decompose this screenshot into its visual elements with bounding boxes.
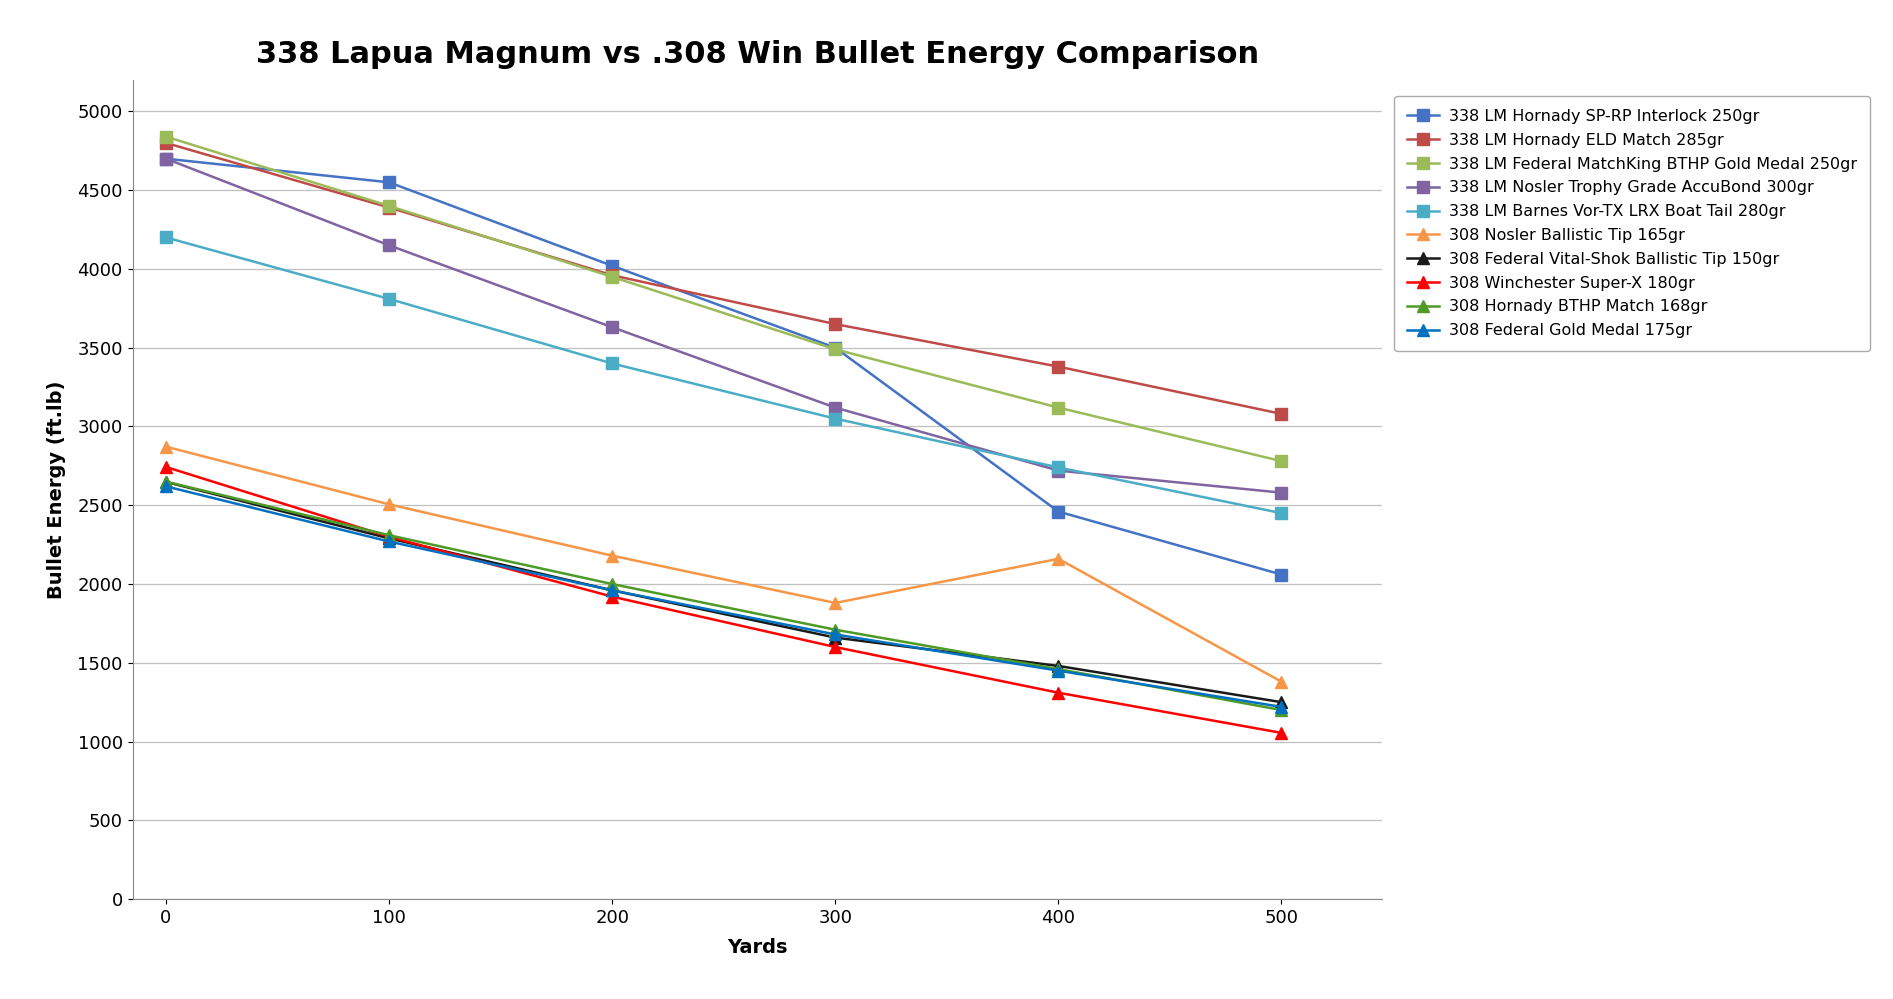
308 Hornady BTHP Match 168gr: [155, 476, 178, 488]
308 Nosler Ballistic Tip 165gr: [379, 499, 401, 510]
308 Federal Gold Medal 175gr: [1270, 701, 1293, 713]
308 Winchester Super-X 180gr: [1270, 727, 1293, 739]
338 LM Hornady ELD Match 285gr: [600, 270, 623, 282]
338 LM Hornady SP-RP Interlock 250gr: [600, 260, 623, 272]
308 Hornady BTHP Match 168gr: [1270, 704, 1293, 716]
Legend: 338 LM Hornady SP-RP Interlock 250gr, 338 LM Hornady ELD Match 285gr, 338 LM Fed: 338 LM Hornady SP-RP Interlock 250gr, 33…: [1395, 96, 1870, 351]
308 Nosler Ballistic Tip 165gr: [155, 441, 178, 453]
Y-axis label: Bullet Energy (ft.lb): Bullet Energy (ft.lb): [47, 381, 66, 598]
338 LM Nosler Trophy Grade AccuBond 300gr: [1270, 487, 1293, 499]
308 Nosler Ballistic Tip 165gr: [1270, 675, 1293, 687]
308 Federal Gold Medal 175gr: [155, 481, 178, 493]
338 LM Nosler Trophy Grade AccuBond 300gr: [155, 153, 178, 165]
308 Nosler Ballistic Tip 165gr: [600, 549, 623, 561]
Title: 338 Lapua Magnum vs .308 Win Bullet Energy Comparison: 338 Lapua Magnum vs .308 Win Bullet Ener…: [256, 40, 1259, 69]
308 Winchester Super-X 180gr: [155, 461, 178, 473]
308 Federal Vital-Shok Ballistic Tip 150gr: [823, 631, 846, 643]
338 LM Barnes Vor-TX LRX Boat Tail 280gr: [1047, 462, 1070, 474]
308 Winchester Super-X 180gr: [1047, 686, 1070, 698]
308 Federal Vital-Shok Ballistic Tip 150gr: [379, 532, 401, 544]
Line: 308 Hornady BTHP Match 168gr: 308 Hornady BTHP Match 168gr: [159, 476, 1287, 716]
338 LM Nosler Trophy Grade AccuBond 300gr: [379, 240, 401, 252]
338 LM Hornady SP-RP Interlock 250gr: [823, 342, 846, 354]
308 Federal Vital-Shok Ballistic Tip 150gr: [1270, 696, 1293, 708]
338 LM Nosler Trophy Grade AccuBond 300gr: [600, 322, 623, 334]
308 Federal Vital-Shok Ballistic Tip 150gr: [600, 584, 623, 596]
338 LM Barnes Vor-TX LRX Boat Tail 280gr: [600, 358, 623, 370]
338 LM Hornady ELD Match 285gr: [823, 318, 846, 330]
338 LM Federal MatchKing BTHP Gold Medal 250gr: [155, 131, 178, 143]
308 Federal Vital-Shok Ballistic Tip 150gr: [1047, 660, 1070, 672]
338 LM Barnes Vor-TX LRX Boat Tail 280gr: [155, 232, 178, 244]
308 Hornady BTHP Match 168gr: [600, 578, 623, 590]
308 Hornady BTHP Match 168gr: [1047, 663, 1070, 675]
X-axis label: Yards: Yards: [727, 938, 787, 957]
338 LM Barnes Vor-TX LRX Boat Tail 280gr: [823, 413, 846, 425]
Line: 338 LM Federal MatchKing BTHP Gold Medal 250gr: 338 LM Federal MatchKing BTHP Gold Medal…: [159, 131, 1287, 468]
338 LM Hornady ELD Match 285gr: [155, 137, 178, 149]
308 Federal Gold Medal 175gr: [823, 628, 846, 640]
308 Hornady BTHP Match 168gr: [379, 529, 401, 541]
308 Winchester Super-X 180gr: [379, 530, 401, 542]
338 LM Hornady ELD Match 285gr: [1270, 408, 1293, 420]
338 LM Federal MatchKing BTHP Gold Medal 250gr: [600, 271, 623, 283]
338 LM Nosler Trophy Grade AccuBond 300gr: [823, 402, 846, 414]
Line: 308 Federal Gold Medal 175gr: 308 Federal Gold Medal 175gr: [159, 481, 1287, 713]
338 LM Hornady SP-RP Interlock 250gr: [1270, 568, 1293, 580]
308 Winchester Super-X 180gr: [600, 590, 623, 602]
Line: 308 Federal Vital-Shok Ballistic Tip 150gr: 308 Federal Vital-Shok Ballistic Tip 150…: [159, 476, 1287, 708]
308 Hornady BTHP Match 168gr: [823, 623, 846, 635]
338 LM Hornady ELD Match 285gr: [379, 202, 401, 214]
Line: 308 Nosler Ballistic Tip 165gr: 308 Nosler Ballistic Tip 165gr: [159, 441, 1287, 688]
338 LM Federal MatchKing BTHP Gold Medal 250gr: [823, 344, 846, 356]
Line: 308 Winchester Super-X 180gr: 308 Winchester Super-X 180gr: [159, 461, 1287, 739]
338 LM Federal MatchKing BTHP Gold Medal 250gr: [1270, 456, 1293, 468]
338 LM Hornady ELD Match 285gr: [1047, 361, 1070, 373]
338 LM Federal MatchKing BTHP Gold Medal 250gr: [1047, 402, 1070, 414]
308 Nosler Ballistic Tip 165gr: [823, 597, 846, 609]
338 LM Hornady SP-RP Interlock 250gr: [379, 176, 401, 188]
338 LM Nosler Trophy Grade AccuBond 300gr: [1047, 465, 1070, 477]
308 Federal Gold Medal 175gr: [600, 584, 623, 596]
338 LM Barnes Vor-TX LRX Boat Tail 280gr: [1270, 507, 1293, 519]
308 Nosler Ballistic Tip 165gr: [1047, 552, 1070, 564]
338 LM Federal MatchKing BTHP Gold Medal 250gr: [379, 200, 401, 212]
308 Federal Vital-Shok Ballistic Tip 150gr: [155, 476, 178, 488]
Line: 338 LM Nosler Trophy Grade AccuBond 300gr: 338 LM Nosler Trophy Grade AccuBond 300g…: [159, 153, 1287, 499]
308 Federal Gold Medal 175gr: [379, 535, 401, 547]
338 LM Hornady SP-RP Interlock 250gr: [155, 153, 178, 165]
Line: 338 LM Hornady ELD Match 285gr: 338 LM Hornady ELD Match 285gr: [159, 137, 1287, 421]
308 Federal Gold Medal 175gr: [1047, 664, 1070, 676]
308 Winchester Super-X 180gr: [823, 641, 846, 653]
338 LM Hornady SP-RP Interlock 250gr: [1047, 505, 1070, 517]
Line: 338 LM Hornady SP-RP Interlock 250gr: 338 LM Hornady SP-RP Interlock 250gr: [159, 153, 1287, 580]
Line: 338 LM Barnes Vor-TX LRX Boat Tail 280gr: 338 LM Barnes Vor-TX LRX Boat Tail 280gr: [159, 231, 1287, 519]
338 LM Barnes Vor-TX LRX Boat Tail 280gr: [379, 293, 401, 305]
